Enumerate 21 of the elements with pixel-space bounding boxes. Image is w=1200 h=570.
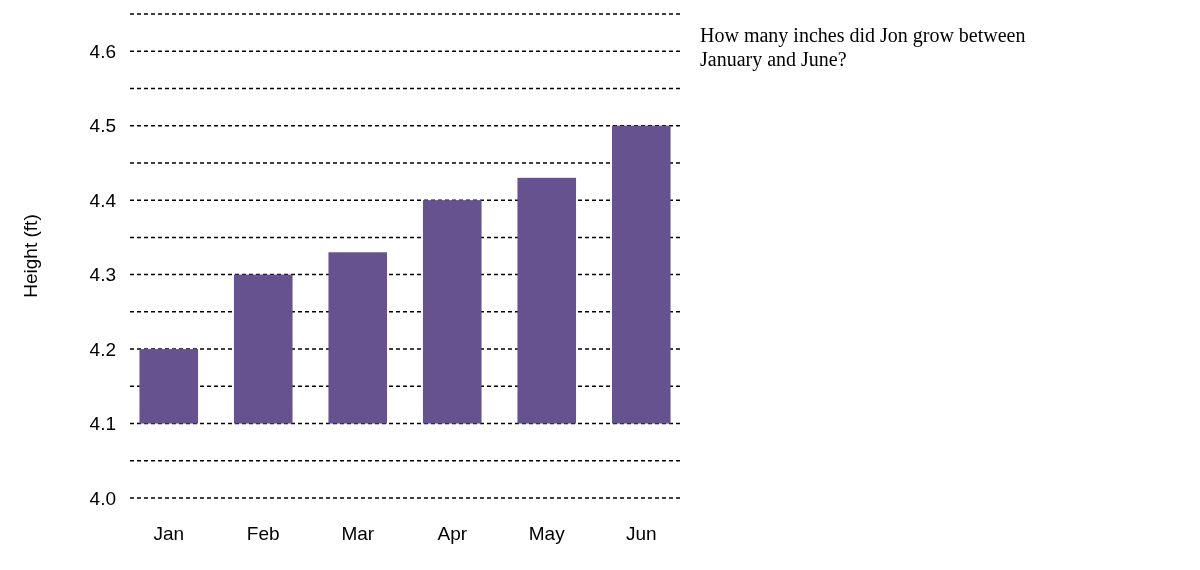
y-tick-label: 4.0: [89, 487, 116, 509]
bar: [328, 252, 388, 424]
x-tick-label: Feb: [246, 523, 280, 544]
x-tick-label: Jan: [153, 523, 185, 544]
y-tick-label: 4.2: [89, 338, 116, 360]
bar: [611, 125, 671, 424]
bar: [422, 200, 482, 424]
y-tick-label: 4.4: [89, 189, 117, 211]
bar: [139, 349, 199, 424]
bar: [517, 177, 577, 424]
y-tick-label: 4.5: [89, 115, 116, 137]
y-axis-title: Height (ft): [19, 214, 41, 298]
y-tick-label: 4.6: [89, 40, 116, 62]
text: How many inches did Jon grow between January and June?: [700, 24, 1026, 71]
x-tick-label: Mar: [341, 523, 375, 544]
bar: [233, 274, 293, 424]
x-tick-label: Jun: [625, 523, 657, 544]
y-tick-label: 4.3: [89, 264, 116, 286]
y-tick-label: 4.1: [89, 413, 116, 435]
x-tick-label: Apr: [437, 523, 468, 544]
x-tick-label: May: [528, 523, 566, 544]
